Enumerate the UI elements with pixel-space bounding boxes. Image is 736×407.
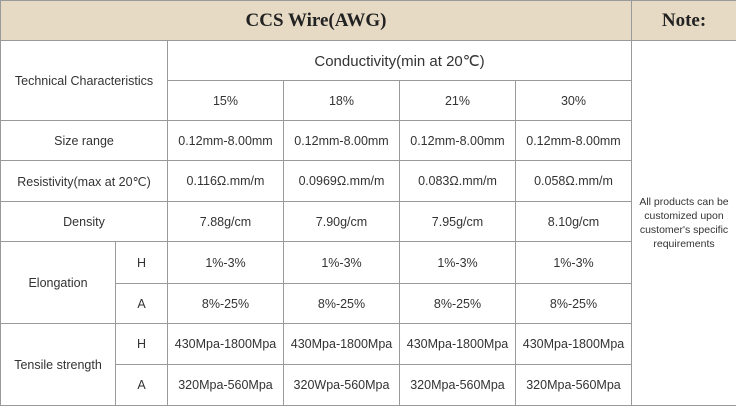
value-cell: 8%-25% bbox=[283, 283, 400, 324]
value-cell: 1%-3% bbox=[283, 241, 400, 284]
value-cell: 8.10g/cm bbox=[515, 201, 632, 242]
column-header: 30% bbox=[515, 80, 632, 121]
value-cell: 0.058Ω.mm/m bbox=[515, 160, 632, 202]
value-cell: 0.12mm-8.00mm bbox=[515, 120, 632, 161]
row-label: Elongation bbox=[0, 241, 116, 324]
sub-label: H bbox=[115, 323, 168, 365]
group-label: Technical Characteristics bbox=[0, 40, 168, 121]
value-cell: 320Mpa-560Mpa bbox=[399, 364, 516, 406]
table-row: Elongation H 1%-3% 1%-3% 1%-3% 1%-3% bbox=[0, 241, 736, 324]
value-cell: 7.90g/cm bbox=[283, 201, 400, 242]
column-header: 15% bbox=[167, 80, 284, 121]
table-row: A 320Mpa-560Mpa 320Wpa-560Mpa 320Mpa-560Mpa… bbox=[1, 364, 736, 406]
table-title: CCS Wire(AWG) bbox=[0, 0, 632, 41]
value-cell: 430Mpa-1800Mpa bbox=[515, 323, 632, 365]
note-title: Note: bbox=[631, 0, 736, 41]
value-cell: 1%-3% bbox=[515, 241, 632, 284]
value-cell: 8%-25% bbox=[167, 283, 284, 324]
sub-label: A bbox=[115, 283, 168, 324]
value-cell: 1%-3% bbox=[399, 241, 516, 284]
value-cell: 0.12mm-8.00mm bbox=[283, 120, 400, 161]
table-row: Tensile strength H 430Mpa-1800Mpa 430Mpa-18… bbox=[0, 323, 736, 406]
note-text: All products can be customized upon cust… bbox=[631, 40, 736, 406]
row-label: Resistivity(max at 20℃) bbox=[0, 160, 168, 202]
sub-label: A bbox=[115, 364, 168, 406]
value-cell: 0.116Ω.mm/m bbox=[167, 160, 284, 202]
value-cell: 8%-25% bbox=[515, 283, 632, 324]
value-cell: 320Mpa-560Mpa bbox=[167, 364, 284, 406]
table-row: 15% 18% 21% 30% bbox=[1, 80, 736, 121]
value-cell: 7.95g/cm bbox=[399, 201, 516, 242]
group-row: Technical Characteristics Conductivity(m… bbox=[0, 40, 736, 406]
value-cell: 0.12mm-8.00mm bbox=[167, 120, 284, 161]
value-cell: 320Mpa-560Mpa bbox=[515, 364, 632, 406]
value-cell: 430Mpa-1800Mpa bbox=[399, 323, 516, 365]
header-row: CCS Wire(AWG) Note: bbox=[0, 0, 736, 41]
table-row: A 8%-25% 8%-25% 8%-25% 8%-25% bbox=[1, 283, 736, 324]
table-row: Resistivity(max at 20℃) 0.116Ω.mm/m 0.0969… bbox=[0, 160, 736, 202]
value-cell: 7.88g/cm bbox=[167, 201, 284, 242]
value-cell: 1%-3% bbox=[167, 241, 284, 284]
row-label: Size range bbox=[0, 120, 168, 161]
column-header: 18% bbox=[283, 80, 400, 121]
value-cell: 0.0969Ω.mm/m bbox=[283, 160, 400, 202]
column-header: 21% bbox=[399, 80, 516, 121]
sub-label: H bbox=[115, 241, 168, 284]
value-cell: 320Wpa-560Mpa bbox=[283, 364, 400, 406]
value-cell: 0.12mm-8.00mm bbox=[399, 120, 516, 161]
value-cell: 8%-25% bbox=[399, 283, 516, 324]
row-label: Tensile strength bbox=[0, 323, 116, 406]
table-row: Density 7.88g/cm 7.90g/cm 7.95g/cm 8.10g/cm bbox=[0, 201, 736, 242]
row-label: Density bbox=[0, 201, 168, 242]
value-cell: 430Mpa-1800Mpa bbox=[283, 323, 400, 365]
value-cell: 0.083Ω.mm/m bbox=[399, 160, 516, 202]
value-cell: 430Mpa-1800Mpa bbox=[167, 323, 284, 365]
group-header: Conductivity(min at 20℃) bbox=[167, 40, 632, 81]
table-row: Size range 0.12mm-8.00mm 0.12mm-8.00mm 0.12… bbox=[0, 120, 736, 161]
